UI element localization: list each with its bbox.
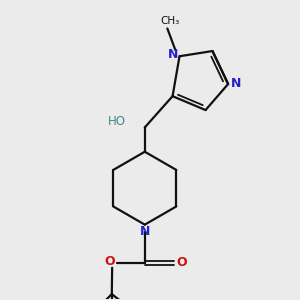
- Text: N: N: [168, 48, 178, 61]
- Text: N: N: [231, 77, 241, 90]
- Text: O: O: [177, 256, 187, 269]
- Text: CH₃: CH₃: [160, 16, 180, 26]
- Text: HO: HO: [108, 115, 126, 128]
- Text: N: N: [140, 225, 150, 238]
- Text: O: O: [105, 255, 116, 268]
